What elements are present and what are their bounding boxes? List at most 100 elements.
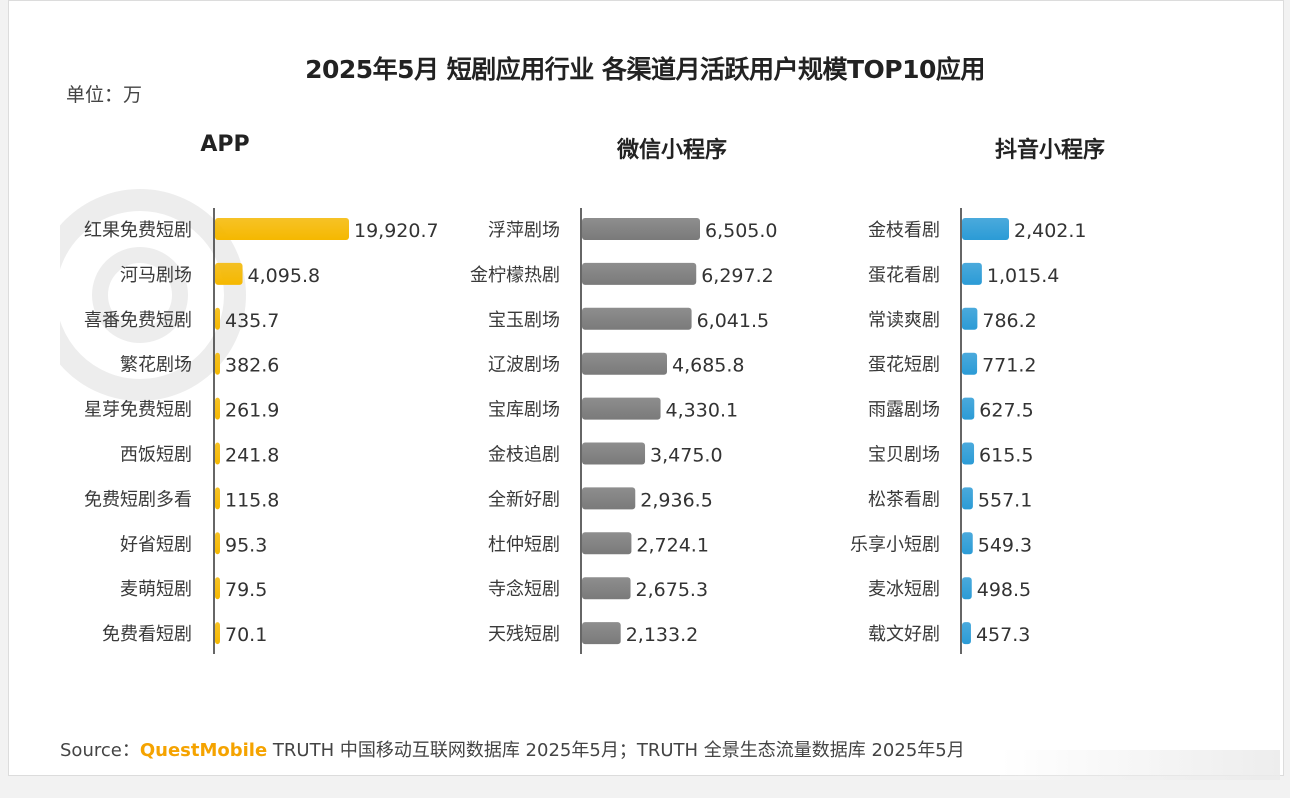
value-label-wechat: 6,297.2 <box>701 265 774 287</box>
bar-app <box>215 307 220 330</box>
category-label-wechat: 天残短剧 <box>488 624 560 645</box>
value-label-wechat: 6,505.0 <box>705 220 778 242</box>
category-label-app: 繁花剧场 <box>120 355 192 376</box>
category-label-wechat: 全新好剧 <box>488 489 560 510</box>
value-label-douyin: 549.3 <box>978 534 1032 556</box>
category-label-douyin: 松茶看剧 <box>868 489 940 510</box>
value-label-app: 261.9 <box>225 400 279 422</box>
category-label-wechat: 辽波剧场 <box>488 355 560 376</box>
unit-label: 单位：万 <box>66 84 143 106</box>
value-label-douyin: 786.2 <box>982 310 1036 332</box>
value-label-wechat: 2,936.5 <box>640 489 713 511</box>
panel-title-wechat: 微信小程序 <box>616 138 727 163</box>
value-label-douyin: 627.5 <box>979 400 1033 422</box>
category-label-app: 河马剧场 <box>120 265 192 286</box>
bar-douyin <box>962 262 982 285</box>
value-label-app: 79.5 <box>225 579 267 601</box>
bar-wechat <box>582 397 661 420</box>
bar-douyin <box>962 218 1009 240</box>
value-label-douyin: 1,015.4 <box>987 265 1060 287</box>
bar-app <box>215 622 220 645</box>
bar-app <box>215 397 220 420</box>
value-label-douyin: 615.5 <box>979 445 1033 467</box>
bar-wechat <box>582 487 636 510</box>
category-label-app: 免费短剧多看 <box>84 489 192 510</box>
value-label-wechat: 2,133.2 <box>626 624 699 646</box>
value-label-app: 4,095.8 <box>248 265 321 287</box>
category-label-wechat: 寺念短剧 <box>488 578 560 600</box>
category-label-douyin: 麦冰短剧 <box>868 579 940 600</box>
bar-douyin <box>962 397 975 420</box>
panel-title-app: APP <box>200 132 250 157</box>
bar-app <box>215 532 220 555</box>
category-label-douyin: 载文好剧 <box>868 624 940 645</box>
value-label-douyin: 498.5 <box>977 579 1031 601</box>
bar-douyin <box>962 352 978 375</box>
category-label-app: 红果免费短剧 <box>84 220 192 241</box>
category-label-douyin: 乐享小短剧 <box>850 534 940 555</box>
value-label-app: 382.6 <box>225 355 279 377</box>
bar-app <box>215 487 220 510</box>
category-label-wechat: 宝玉剧场 <box>488 310 560 331</box>
category-label-app: 免费看短剧 <box>102 624 192 645</box>
bar-app <box>215 262 243 285</box>
value-label-wechat: 2,724.1 <box>636 534 709 556</box>
bar-wechat <box>582 442 646 465</box>
value-label-app: 115.8 <box>225 489 279 511</box>
source-prefix: Source： <box>60 740 140 761</box>
bar-app <box>215 218 349 240</box>
corner-watermark <box>1000 750 1280 780</box>
value-label-app: 435.7 <box>225 310 279 332</box>
value-label-app: 19,920.7 <box>354 220 439 242</box>
value-label-wechat: 2,675.3 <box>636 579 709 601</box>
value-label-douyin: 2,402.1 <box>1014 220 1087 242</box>
category-label-wechat: 金枝追剧 <box>488 445 560 466</box>
bar-douyin <box>962 577 972 600</box>
bar-douyin <box>962 532 973 555</box>
category-label-douyin: 蛋花短剧 <box>868 355 940 376</box>
category-label-app: 好省短剧 <box>120 534 192 555</box>
bar-app <box>215 577 220 600</box>
category-label-wechat: 杜仲短剧 <box>488 534 560 555</box>
value-label-wechat: 4,685.8 <box>672 355 745 377</box>
bar-wechat <box>582 622 621 645</box>
bar-douyin <box>962 442 975 465</box>
value-label-douyin: 557.1 <box>978 489 1032 511</box>
source-note: Source：QuestMobile TRUTH 中国移动互联网数据库 2025… <box>60 736 965 762</box>
bar-douyin <box>962 487 973 510</box>
chart-title: 2025年5月 短剧应用行业 各渠道月活跃用户规模TOP10应用 <box>305 55 985 84</box>
value-label-wechat: 3,475.0 <box>650 445 723 467</box>
value-label-wechat: 4,330.1 <box>666 400 739 422</box>
category-label-douyin: 金枝看剧 <box>868 220 940 241</box>
bar-wechat <box>582 218 700 240</box>
bar-wechat <box>582 307 692 330</box>
bar-app <box>215 442 220 465</box>
bar-wechat <box>582 352 667 375</box>
bar-douyin <box>962 622 971 645</box>
category-label-wechat: 宝库剧场 <box>488 400 560 421</box>
category-label-douyin: 蛋花看剧 <box>868 265 940 286</box>
category-label-douyin: 宝贝剧场 <box>868 445 940 466</box>
category-label-wechat: 浮萍剧场 <box>488 220 560 241</box>
bar-douyin <box>962 307 978 330</box>
bar-wechat <box>582 262 697 285</box>
category-label-app: 喜番免费短剧 <box>84 310 192 331</box>
value-label-app: 70.1 <box>225 624 267 646</box>
category-label-app: 西饭短剧 <box>120 445 192 466</box>
bar-app <box>215 352 220 375</box>
category-label-douyin: 雨露剧场 <box>868 400 940 421</box>
bar-wechat <box>582 577 631 600</box>
category-label-wechat: 金柠檬热剧 <box>470 265 560 286</box>
value-label-app: 241.8 <box>225 445 279 467</box>
category-label-app: 麦萌短剧 <box>120 579 192 600</box>
value-label-wechat: 6,041.5 <box>697 310 770 332</box>
value-label-douyin: 457.3 <box>976 624 1030 646</box>
source-brand: QuestMobile <box>139 740 268 761</box>
value-label-douyin: 771.2 <box>982 355 1036 377</box>
value-label-app: 95.3 <box>225 534 267 556</box>
source-text: TRUTH 中国移动互联网数据库 2025年5月；TRUTH 全景生态流量数据库… <box>267 740 965 761</box>
category-label-douyin: 常读爽剧 <box>868 310 940 331</box>
category-label-app: 星芽免费短剧 <box>84 400 192 421</box>
panel-title-douyin: 抖音小程序 <box>994 138 1105 163</box>
